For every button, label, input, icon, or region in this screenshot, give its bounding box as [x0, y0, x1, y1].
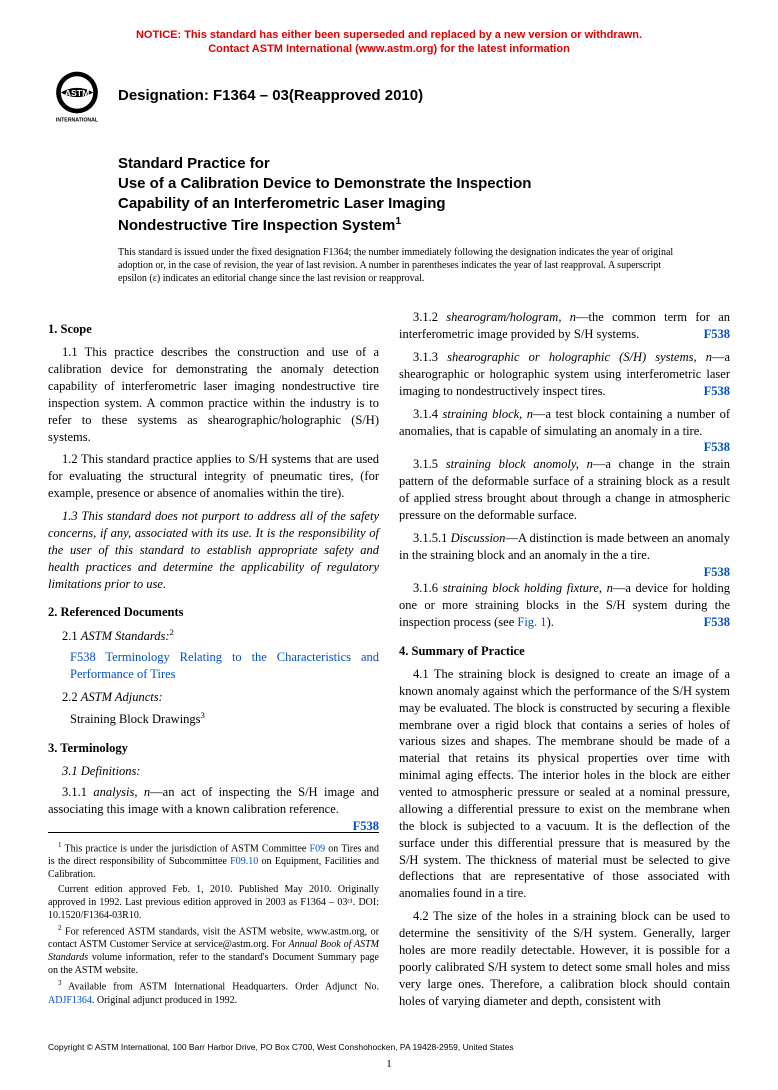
notice-banner: NOTICE: This standard has either been su… [48, 28, 730, 57]
issuance-note: This standard is issued under the fixed … [118, 246, 690, 285]
header-row: ASTM INTERNATIONAL Designation: F1364 – … [48, 67, 730, 125]
fn1-link1[interactable]: F09 [310, 843, 326, 854]
refdocs-22-italic: ASTM Adjuncts: [81, 690, 163, 704]
fn3b: . Original adjunct produced in 1992. [92, 995, 237, 1006]
footnotes: 1 This practice is under the jurisdictio… [48, 832, 379, 1007]
scope-p3: 1.3 This standard does not purport to ad… [48, 508, 379, 592]
title-prefix: Standard Practice for [118, 155, 730, 172]
page-number: 1 [48, 1058, 730, 1070]
notice-line1: NOTICE: This standard has either been su… [136, 29, 642, 41]
summary-p42: 4.2 The size of the holes in a straining… [399, 908, 730, 1009]
term-312-ref[interactable]: F538 [690, 326, 730, 343]
term-31: 3.1 Definitions: [62, 763, 379, 780]
term-315: 3.1.5 straining block anomoly, n—a chang… [399, 456, 730, 524]
term-313-ref[interactable]: F538 [690, 383, 730, 400]
term-3151: 3.1.5.1 Discussion—A distinction is made… [399, 530, 730, 564]
astm-logo: ASTM INTERNATIONAL [48, 67, 106, 125]
fn1a: This practice is under the jurisdiction … [62, 843, 310, 854]
refdocs-22-text: Straining Block Drawings [70, 712, 201, 726]
term-314-ref[interactable]: F538 [690, 439, 730, 456]
refdocs-21: 2.1 ASTM Standards:2 [62, 627, 379, 645]
footnote-1: 1 This practice is under the jurisdictio… [48, 841, 379, 881]
notice-line2: Contact ASTM International (www.astm.org… [208, 43, 570, 55]
footnote-2: 2 For referenced ASTM standards, visit t… [48, 924, 379, 977]
term-313: 3.1.3 shearographic or holographic (S/H)… [399, 349, 730, 400]
term-316-ref[interactable]: F538 [690, 614, 730, 631]
title-line1: Use of a Calibration Device to Demonstra… [118, 175, 531, 192]
fn3-link[interactable]: ADJF1364 [48, 995, 92, 1006]
svg-text:INTERNATIONAL: INTERNATIONAL [56, 117, 99, 123]
title-main: Use of a Calibration Device to Demonstra… [118, 174, 730, 237]
footnote-1-cur: Current edition approved Feb. 1, 2010. P… [48, 883, 379, 922]
designation: Designation: F1364 – 03(Reapproved 2010) [118, 87, 423, 104]
scope-p2: 1.2 This standard practice applies to S/… [48, 451, 379, 502]
term-311-ref[interactable]: F538 [339, 818, 379, 835]
svg-text:ASTM: ASTM [65, 88, 90, 98]
fig1-link[interactable]: Fig. 1 [517, 615, 546, 629]
term-316b: ). [547, 615, 554, 629]
summary-p41: 4.1 The straining block is designed to c… [399, 666, 730, 902]
f538-code: F538 [70, 650, 96, 664]
term-3151-ref[interactable]: F538 [690, 564, 730, 581]
f538-text: Terminology Relating to the Characterist… [70, 650, 379, 681]
fn2b: volume information, refer to the standar… [48, 952, 379, 976]
fn3a: Available from ASTM International Headqu… [62, 982, 380, 993]
term-311: 3.1.1 analysis, n—an act of inspecting t… [48, 784, 379, 818]
refdocs-f538[interactable]: F538 Terminology Relating to the Charact… [70, 649, 379, 683]
refdocs-22-sup: 3 [201, 710, 205, 720]
refdocs-22: 2.2 ASTM Adjuncts: [62, 689, 379, 706]
scope-heading: 1. Scope [48, 321, 379, 338]
refdocs-21-sup: 2 [170, 627, 174, 637]
summary-heading: 4. Summary of Practice [399, 643, 730, 660]
term-312: 3.1.2 shearogram/hologram, n—the common … [399, 309, 730, 343]
refdocs-21-italic: ASTM Standards: [81, 630, 170, 644]
refdocs-22-label: 2.2 [62, 690, 81, 704]
title-block: Standard Practice for Use of a Calibrati… [118, 155, 730, 237]
terminology-heading: 3. Terminology [48, 740, 379, 757]
term-314: 3.1.4 straining block, n—a test block co… [399, 406, 730, 440]
footnote-3: 3 Available from ASTM International Head… [48, 979, 379, 1006]
scope-p1: 1.1 This practice describes the construc… [48, 344, 379, 445]
refdocs-heading: 2. Referenced Documents [48, 604, 379, 621]
body-columns: 1. Scope 1.1 This practice describes the… [48, 309, 730, 1012]
fn1-link2[interactable]: F09.10 [230, 856, 258, 867]
copyright: Copyright © ASTM International, 100 Barr… [48, 1042, 730, 1052]
refdocs-22-item: Straining Block Drawings3 [70, 710, 379, 728]
page: NOTICE: This standard has either been su… [0, 0, 778, 1090]
title-sup: 1 [395, 215, 401, 227]
term-316: 3.1.6 straining block holding fixture, n… [399, 580, 730, 631]
title-line3: Nondestructive Tire Inspection System [118, 217, 395, 234]
refdocs-21-label: 2.1 [62, 630, 81, 644]
title-line2: Capability of an Interferometric Laser I… [118, 195, 446, 212]
